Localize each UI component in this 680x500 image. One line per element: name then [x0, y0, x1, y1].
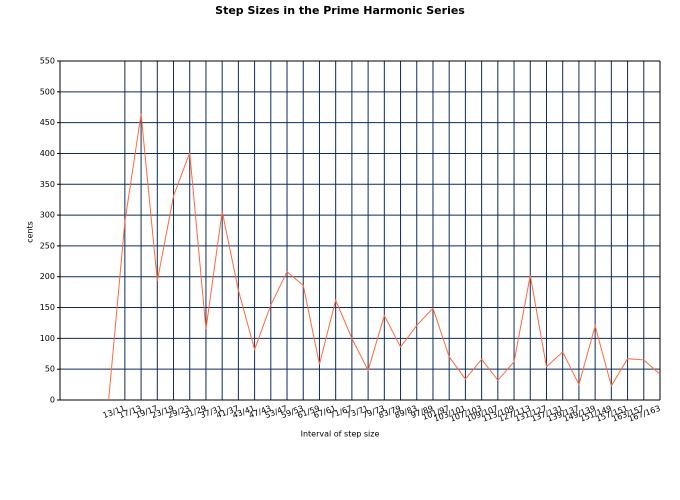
- data-line: [108, 113, 661, 401]
- y-tick-label: 200: [40, 272, 55, 281]
- x-axis-label: Interval of step size: [301, 430, 380, 439]
- y-tick-label: 550: [40, 57, 55, 66]
- y-tick-label: 450: [40, 118, 55, 127]
- y-axis-label: cents: [26, 221, 35, 243]
- y-tick-label: 400: [40, 149, 55, 158]
- y-tick-label: 350: [40, 180, 55, 189]
- y-tick-label: 250: [40, 241, 55, 250]
- y-tick-label: 500: [40, 87, 55, 96]
- chart-title: Step Sizes in the Prime Harmonic Series: [215, 4, 465, 17]
- y-tick-label: 0: [50, 396, 55, 405]
- y-tick-label: 300: [40, 211, 55, 220]
- y-tick-label: 50: [45, 365, 55, 374]
- y-tick-label: 100: [40, 334, 55, 343]
- y-tick-label: 150: [40, 303, 55, 312]
